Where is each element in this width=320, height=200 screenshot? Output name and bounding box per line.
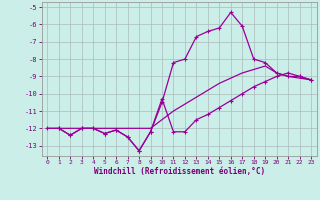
X-axis label: Windchill (Refroidissement éolien,°C): Windchill (Refroidissement éolien,°C) bbox=[94, 167, 265, 176]
